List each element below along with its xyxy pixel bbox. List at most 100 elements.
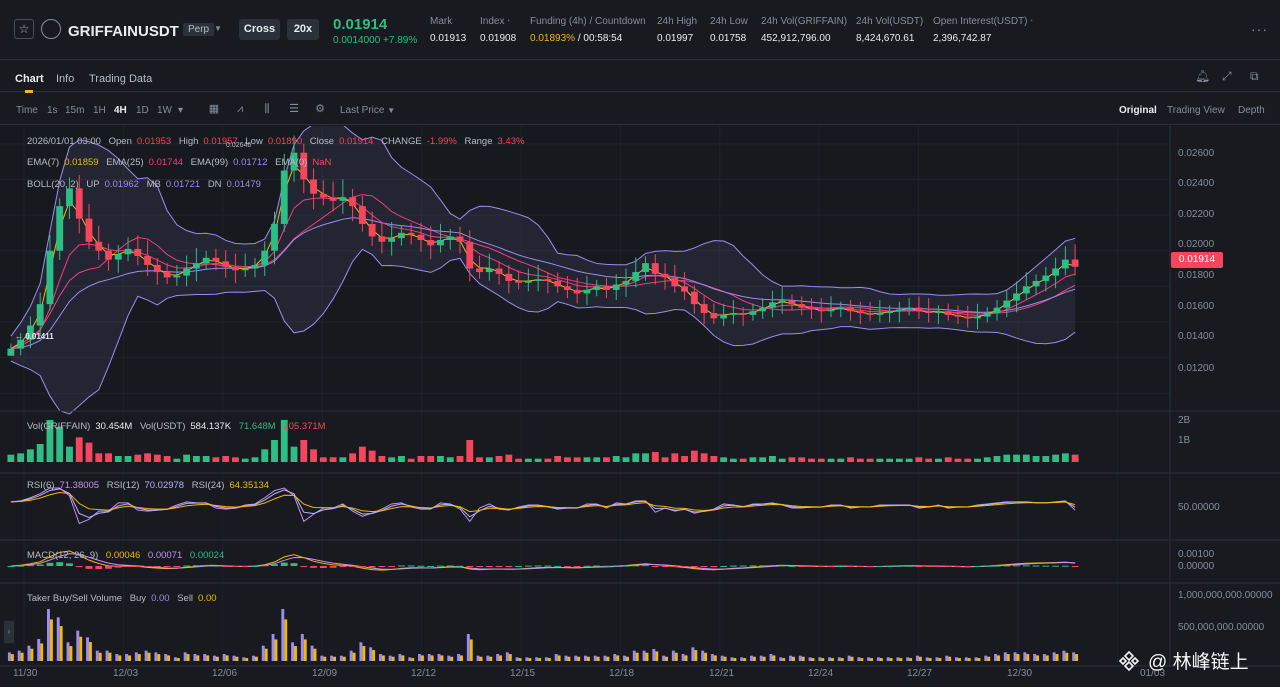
volume-bar xyxy=(817,458,825,462)
current-price-tag: 0.01914 xyxy=(1171,252,1223,268)
view-tradingview[interactable]: Trading View xyxy=(1167,105,1225,116)
view-original[interactable]: Original xyxy=(1119,105,1157,116)
taker-buy-bar xyxy=(945,655,949,661)
volume-bar xyxy=(847,457,854,462)
candle-body xyxy=(632,272,640,281)
candle-body xyxy=(495,268,503,274)
candlestick-chart[interactable] xyxy=(0,126,1280,687)
macd-hist-bar xyxy=(485,566,493,567)
taker-sell-bar xyxy=(206,655,210,661)
chart-type-icon[interactable]: ⫼ xyxy=(264,103,270,115)
volume-bar xyxy=(759,457,767,462)
volume-bar xyxy=(895,458,903,462)
favorite-star-icon[interactable]: ☆ xyxy=(14,19,34,39)
market-header: ☆ GRIFFAINUSDT Perp ▼ Cross 20x 0.01914 … xyxy=(0,0,1280,60)
macd-hist-bar xyxy=(563,566,571,567)
taker-sell-bar xyxy=(167,655,171,661)
volume-bar xyxy=(524,458,532,462)
tab-chart[interactable]: Chart xyxy=(15,73,44,85)
popout-window-icon[interactable]: ⧉ xyxy=(1250,69,1259,83)
timeframe-1s[interactable]: 1s xyxy=(47,105,58,116)
timeframe-time[interactable]: Time xyxy=(16,105,38,116)
timeframe-dropdown-icon[interactable]: ▾ xyxy=(178,105,184,116)
candle-body xyxy=(759,307,767,312)
candle-body xyxy=(202,257,210,264)
taker-sell-bar xyxy=(49,619,53,661)
candle-body xyxy=(700,304,708,314)
rsi24-line xyxy=(10,491,1076,513)
candle-body xyxy=(895,309,903,312)
price-type-select[interactable]: Last Price ▼ xyxy=(340,105,396,116)
candle-body xyxy=(964,316,972,319)
leverage-button[interactable]: 20x xyxy=(287,19,319,40)
volume-bar xyxy=(173,458,181,462)
volume-bar xyxy=(222,456,230,462)
macd-hist-bar xyxy=(895,565,903,567)
macd-hist-bar xyxy=(593,565,601,567)
taker-buy-bar xyxy=(730,657,734,661)
more-menu-icon[interactable]: ··· xyxy=(1251,21,1268,37)
calendar-icon[interactable]: ▦ xyxy=(208,103,220,115)
date-axis-label: 11/30 xyxy=(13,668,38,679)
taker-sell-bar xyxy=(98,652,102,661)
timeframe-4h[interactable]: 4H xyxy=(114,105,127,116)
taker-buy-bar xyxy=(876,657,880,661)
macd-hist-bar xyxy=(642,565,649,567)
collapse-arrow-icon[interactable]: › xyxy=(4,621,14,643)
volume-bar xyxy=(749,457,757,462)
taker-buy-bar xyxy=(17,650,21,661)
alert-bell-icon[interactable]: 🔔︎ xyxy=(1195,69,1211,83)
date-axis-label: 12/24 xyxy=(808,668,834,679)
candle-body xyxy=(212,257,220,262)
timeframe-1d[interactable]: 1D xyxy=(136,105,149,116)
settings-sliders-icon[interactable]: ☰ xyxy=(289,103,299,115)
volume-bar xyxy=(329,457,337,462)
volume-bar xyxy=(95,453,103,462)
volume-bar xyxy=(388,457,396,462)
taker-buy-bar xyxy=(837,657,841,661)
tab-info[interactable]: Info xyxy=(56,73,75,85)
timeframe-1w[interactable]: 1W xyxy=(157,105,172,116)
date-axis-label: 12/30 xyxy=(1007,668,1033,679)
boll-lower-line xyxy=(10,248,1076,415)
taker-sell-bar xyxy=(303,639,307,661)
volume-bar xyxy=(446,457,454,462)
grid-lines xyxy=(0,126,1170,666)
timeframe-1h[interactable]: 1H xyxy=(93,105,106,116)
date-axis-label: 12/12 xyxy=(411,668,437,679)
volume-bar xyxy=(358,446,366,462)
view-depth[interactable]: Depth xyxy=(1238,105,1265,116)
stat-mark: Mark 0.01913 xyxy=(430,16,466,44)
macd-hist-bar xyxy=(749,565,757,567)
stat-label: Mark xyxy=(430,16,453,27)
volume-bar xyxy=(515,458,523,462)
fullscreen-icon[interactable]: ⤢ xyxy=(1222,69,1232,83)
taker-sell-bar xyxy=(987,656,991,661)
watermark-author: @ 林峰链上 xyxy=(1148,652,1249,673)
indicators-icon[interactable]: ⩘ xyxy=(236,103,244,115)
symbol-dropdown-caret-icon[interactable]: ▼ xyxy=(214,24,222,33)
settings-gear-icon[interactable]: ⚙ xyxy=(315,103,325,115)
taker-buy-bar xyxy=(173,657,177,661)
volume-bar xyxy=(427,456,435,462)
taker-sell-bar xyxy=(723,656,727,661)
margin-mode-button[interactable]: Cross xyxy=(239,19,280,40)
tab-trading-data[interactable]: Trading Data xyxy=(89,73,153,85)
macd-histogram xyxy=(7,562,1079,570)
taker-sell-bar xyxy=(821,658,825,661)
macd-hist-bar xyxy=(671,566,679,567)
taker-sell-bar xyxy=(743,658,747,661)
taker-sell-bar xyxy=(128,655,131,661)
symbol-name[interactable]: GRIFFAINUSDT xyxy=(68,23,179,40)
taker-buy-bar xyxy=(359,642,363,661)
candle-body xyxy=(544,279,552,281)
volume-bar xyxy=(798,457,806,462)
taker-buy-bar xyxy=(232,655,236,661)
taker-sell-bar xyxy=(1065,652,1069,661)
taker-buy-bar xyxy=(144,650,148,661)
candle-body xyxy=(114,254,122,260)
taker-sell-bar xyxy=(1026,654,1030,661)
timeframe-15m[interactable]: 15m xyxy=(65,105,85,116)
ema-legend: EMA(7) 0.01859 EMA(25) 0.01744 EMA(99) 0.01… xyxy=(27,157,332,168)
active-tab-indicator xyxy=(25,90,33,93)
